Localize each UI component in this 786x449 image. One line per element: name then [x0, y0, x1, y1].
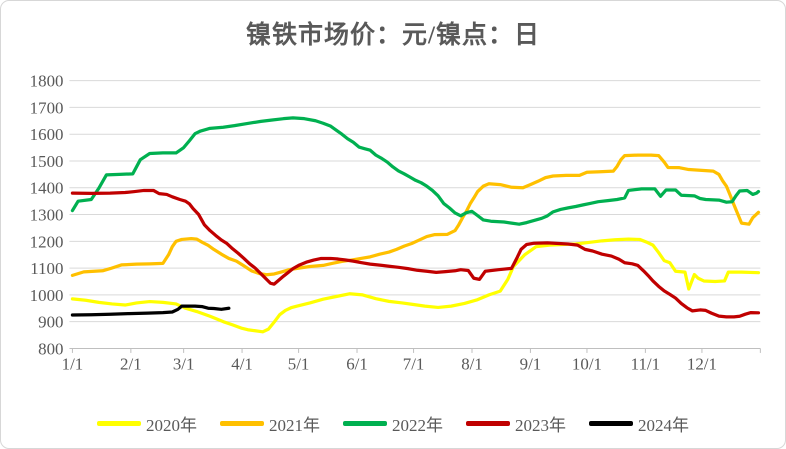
y-axis-label: 1800 — [30, 72, 64, 91]
x-axis-label: 3/1 — [173, 354, 195, 373]
x-axis-label: 5/1 — [288, 354, 310, 373]
x-axis-label: 9/1 — [520, 354, 542, 373]
legend-swatch-2021年 — [220, 421, 264, 426]
y-axis-label: 1500 — [30, 152, 64, 171]
legend-label: 2021年 — [269, 416, 320, 435]
x-axis-label: 10/1 — [572, 354, 602, 373]
legend-label: 2020年 — [146, 416, 197, 435]
legend-swatch-2023年 — [466, 421, 510, 426]
y-axis-label: 900 — [38, 313, 63, 332]
legend: 2020年 2021年 2022年 2023年 2024年 — [1, 411, 785, 436]
x-axis-label: 2/1 — [120, 354, 142, 373]
legend-item-2024年: 2024年 — [589, 411, 689, 436]
legend-swatch-2024年 — [589, 421, 633, 426]
x-axis-label: 4/1 — [231, 354, 253, 373]
y-axis-label: 1600 — [30, 125, 64, 144]
legend-item-2020年: 2020年 — [97, 411, 197, 436]
series-line-2022年 — [70, 116, 761, 226]
chart-title: 镍铁市场价：元/镍点：日 — [246, 22, 540, 49]
x-axis-label: 7/1 — [403, 354, 425, 373]
x-axis-label: 8/1 — [461, 354, 483, 373]
y-axis-label: 1400 — [30, 179, 64, 198]
legend-item-2022年: 2022年 — [343, 411, 443, 436]
y-axis-label: 1300 — [30, 206, 64, 225]
series-line-2020年 — [70, 237, 761, 334]
x-axis-label: 1/1 — [62, 354, 84, 373]
legend-label: 2024年 — [638, 416, 689, 435]
series-line-2021年 — [70, 153, 761, 277]
y-axis-label: 1100 — [30, 259, 63, 278]
legend-swatch-2022年 — [343, 421, 387, 426]
legend-swatch-2020年 — [97, 421, 141, 426]
x-axis-label: 12/1 — [687, 354, 717, 373]
series-line-2023年 — [70, 188, 761, 319]
series-line-2024年 — [70, 304, 231, 317]
x-axis-label: 6/1 — [346, 354, 368, 373]
legend-label: 2022年 — [392, 416, 443, 435]
x-axis-label: 11/1 — [631, 354, 660, 373]
y-axis-label: 1700 — [30, 98, 64, 117]
y-axis-label: 1200 — [30, 232, 64, 251]
y-axis-label: 1000 — [30, 286, 64, 305]
legend-item-2023年: 2023年 — [466, 411, 566, 436]
legend-label: 2023年 — [515, 416, 566, 435]
y-axis-label: 800 — [38, 339, 63, 358]
legend-item-2021年: 2021年 — [220, 411, 320, 436]
